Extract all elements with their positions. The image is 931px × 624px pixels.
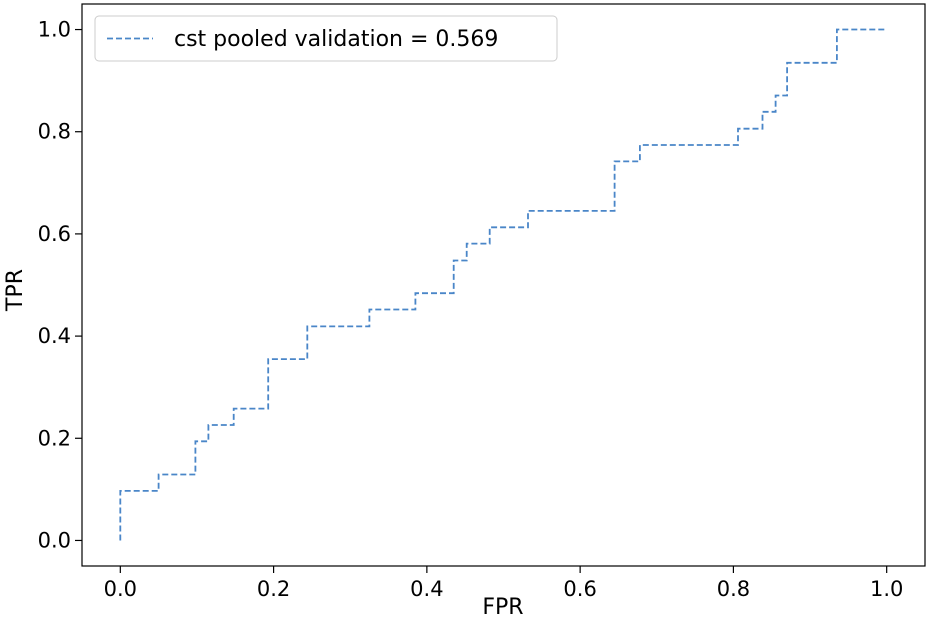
y-tick-label: 1.0 <box>38 18 71 42</box>
series-layer <box>119 28 887 541</box>
x-tick-label: 0.6 <box>563 577 596 601</box>
plot-area <box>81 3 926 567</box>
legend-entry-label: cst pooled validation = 0.569 <box>174 27 498 52</box>
y-tick-label: 0.2 <box>38 426 71 450</box>
y-tick-label: 0.4 <box>38 324 71 348</box>
y-tick-label: 0.8 <box>38 120 71 144</box>
x-tick-label: 0.2 <box>257 577 290 601</box>
x-tick-label: 1.0 <box>870 577 903 601</box>
roc-curve-line <box>119 28 887 541</box>
axis-ticks: 0.0 0.2 0.4 0.6 0.8 1.0 0.0 0.2 0.4 0.6 0.8 1.0 <box>38 18 904 601</box>
legend: cst pooled validation = 0.569 <box>94 15 558 62</box>
x-axis-label: FPR <box>482 595 523 620</box>
y-tick-label: 0.0 <box>38 528 71 552</box>
x-tick-label: 0.8 <box>717 577 750 601</box>
legend-box <box>94 15 558 62</box>
y-tick-label: 0.6 <box>38 222 71 246</box>
x-tick-label: 0.0 <box>104 577 137 601</box>
x-tick-label: 0.4 <box>410 577 443 601</box>
y-axis-label: TPR <box>3 269 28 312</box>
